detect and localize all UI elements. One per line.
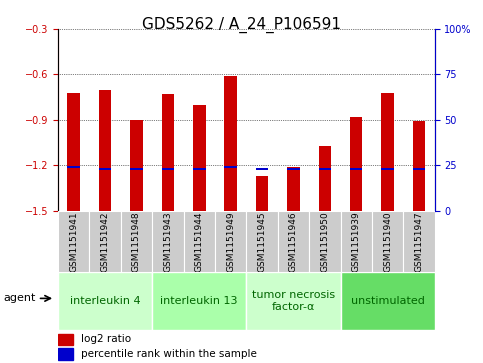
Text: GSM1151946: GSM1151946: [289, 211, 298, 272]
Bar: [184, 211, 215, 272]
Bar: [99, 90, 112, 211]
Text: log2 ratio: log2 ratio: [81, 334, 131, 344]
Text: GSM1151943: GSM1151943: [163, 211, 172, 272]
Text: GSM1151942: GSM1151942: [100, 211, 110, 272]
Bar: [152, 272, 246, 330]
Text: GSM1151941: GSM1151941: [69, 211, 78, 272]
Bar: [372, 211, 403, 272]
Bar: [68, 166, 80, 168]
Bar: [68, 93, 80, 211]
Bar: [382, 168, 394, 170]
Bar: [256, 176, 269, 211]
Text: unstimulated: unstimulated: [351, 296, 425, 306]
Bar: [309, 211, 341, 272]
Bar: [319, 168, 331, 170]
Text: GSM1151949: GSM1151949: [226, 211, 235, 272]
Text: interleukin 13: interleukin 13: [160, 296, 238, 306]
Text: GSM1151948: GSM1151948: [132, 211, 141, 272]
Bar: [224, 166, 237, 168]
Text: percentile rank within the sample: percentile rank within the sample: [81, 349, 256, 359]
Bar: [413, 168, 426, 170]
Bar: [341, 211, 372, 272]
Bar: [287, 167, 299, 211]
Bar: [215, 211, 246, 272]
Bar: [130, 168, 143, 170]
Text: interleukin 4: interleukin 4: [70, 296, 141, 306]
Text: GSM1151945: GSM1151945: [257, 211, 267, 272]
Bar: [278, 211, 309, 272]
Bar: [130, 120, 143, 211]
Bar: [121, 211, 152, 272]
Text: GSM1151950: GSM1151950: [320, 211, 329, 272]
Bar: [58, 211, 89, 272]
Bar: [319, 146, 331, 211]
Bar: [58, 348, 73, 360]
Bar: [152, 211, 184, 272]
Text: GSM1151940: GSM1151940: [383, 211, 392, 272]
Bar: [246, 272, 341, 330]
Text: agent: agent: [3, 293, 35, 303]
Text: tumor necrosis
factor-α: tumor necrosis factor-α: [252, 290, 335, 312]
Bar: [287, 168, 299, 170]
Bar: [256, 168, 269, 170]
Text: GSM1151939: GSM1151939: [352, 211, 361, 272]
Bar: [382, 93, 394, 211]
Text: GSM1151944: GSM1151944: [195, 211, 204, 272]
Bar: [99, 168, 112, 170]
Bar: [89, 211, 121, 272]
Bar: [341, 272, 435, 330]
Bar: [224, 76, 237, 211]
Bar: [161, 168, 174, 170]
Text: GSM1151947: GSM1151947: [414, 211, 424, 272]
Bar: [58, 334, 73, 345]
Bar: [246, 211, 278, 272]
Bar: [403, 211, 435, 272]
Text: GDS5262 / A_24_P106591: GDS5262 / A_24_P106591: [142, 16, 341, 33]
Bar: [193, 168, 206, 170]
Bar: [58, 272, 152, 330]
Bar: [413, 121, 426, 211]
Bar: [161, 94, 174, 211]
Bar: [350, 117, 363, 211]
Bar: [193, 105, 206, 211]
Bar: [350, 168, 363, 170]
